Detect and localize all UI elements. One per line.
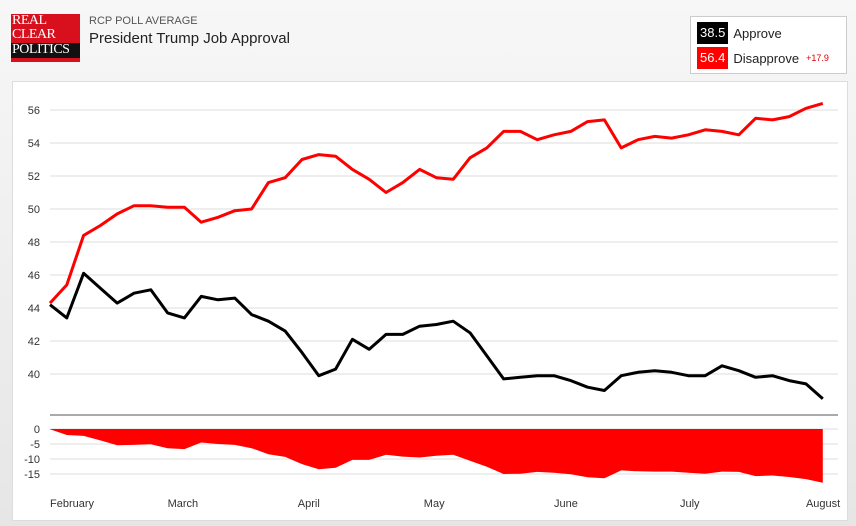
y-tick-label: 42	[28, 336, 40, 348]
logo-line: REAL	[12, 14, 47, 28]
y-tick-label: 50	[28, 204, 40, 216]
series-line-disapprove	[48, 101, 824, 305]
spread-area	[50, 429, 823, 483]
spread-y-tick-label: -15	[24, 469, 40, 481]
y-tick-label: 52	[28, 171, 40, 183]
legend-approve: 38.5 Approve	[697, 22, 782, 44]
y-tick-label: 56	[28, 105, 40, 117]
spread-y-tick-label: -5	[30, 439, 40, 451]
y-tick-label: 54	[28, 138, 40, 150]
x-tick-label: May	[424, 498, 445, 510]
series-line-approve	[49, 271, 824, 400]
logo-line: POLITICS	[11, 43, 80, 58]
kicker: RCP POLL AVERAGE	[89, 15, 198, 27]
x-tick-label: February	[50, 498, 95, 510]
y-tick-label: 44	[28, 303, 40, 315]
disapprove-value: 56.4	[697, 47, 729, 69]
x-tick-label: July	[680, 498, 700, 510]
page-title: President Trump Job Approval	[89, 30, 290, 47]
spread-y-tick-label: -10	[24, 454, 40, 466]
logo-line: CLEAR	[12, 27, 56, 42]
spread-y-tick-label: 0	[34, 424, 40, 436]
y-tick-label: 46	[28, 270, 40, 282]
y-tick-label: 40	[28, 369, 40, 381]
approve-value: 38.5	[697, 22, 729, 44]
disapprove-label: Disapprove	[733, 50, 800, 66]
y-tick-label: 48	[28, 237, 40, 249]
legend: 38.5 Approve 56.4 Disapprove +17.9	[690, 16, 847, 74]
x-tick-label: August	[806, 498, 840, 510]
rcp-logo[interactable]: REAL CLEAR POLITICS	[11, 14, 80, 62]
x-tick-label: March	[168, 498, 199, 510]
x-tick-label: April	[298, 498, 320, 510]
approve-label: Approve	[733, 25, 782, 41]
x-tick-label: June	[554, 498, 578, 510]
legend-disapprove: 56.4 Disapprove +17.9	[697, 47, 829, 69]
spread-value: +17.9	[806, 53, 829, 63]
